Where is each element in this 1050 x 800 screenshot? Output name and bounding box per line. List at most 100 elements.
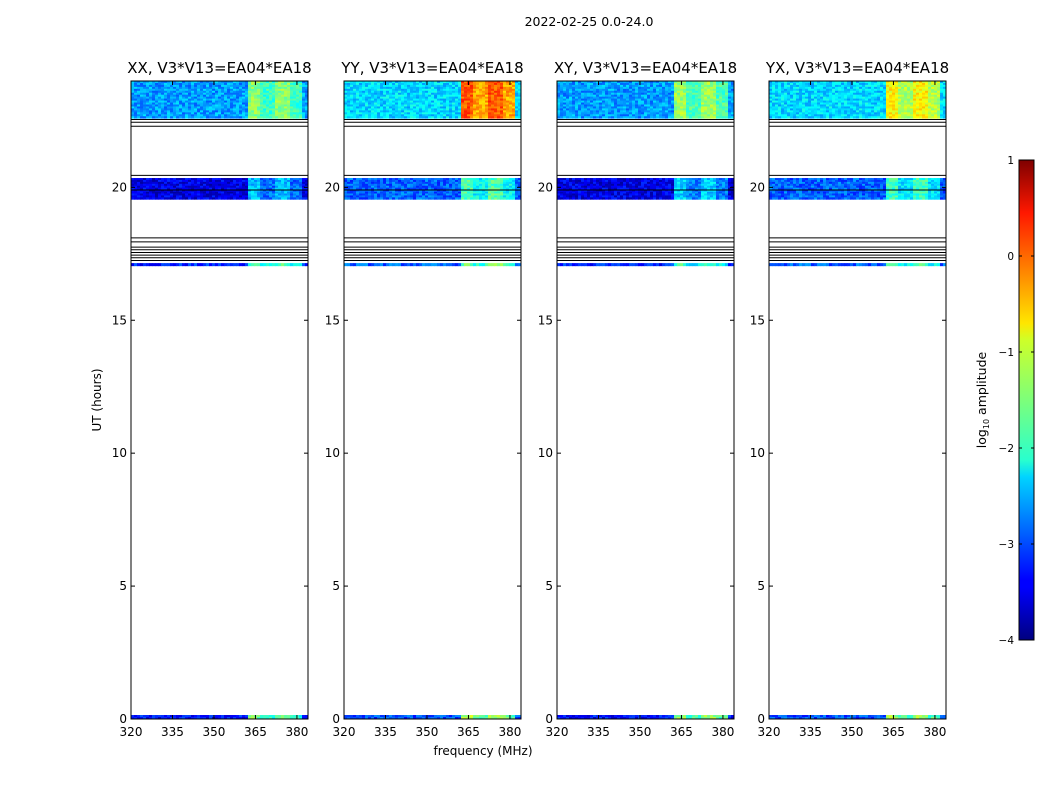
band-cell — [149, 193, 153, 196]
band-cell — [281, 81, 285, 84]
band-cell — [452, 88, 456, 92]
band-cell — [650, 197, 654, 200]
band-cell — [215, 104, 219, 107]
band-cell — [260, 183, 264, 187]
band-cell — [641, 195, 645, 198]
band-cell — [272, 106, 276, 109]
data-band — [344, 81, 522, 119]
band-cell — [176, 82, 180, 86]
band-cell — [233, 181, 237, 185]
band-cell — [701, 263, 705, 267]
band-cell — [215, 181, 219, 185]
band-cell — [170, 193, 174, 196]
band-cell — [305, 187, 309, 191]
band-cell — [464, 94, 468, 98]
band-cell — [176, 86, 180, 90]
band-cell — [173, 94, 177, 98]
band-cell — [440, 187, 444, 191]
band-cell — [260, 100, 264, 103]
band-cell — [503, 114, 507, 117]
band-cell — [134, 108, 138, 111]
band-cell — [500, 179, 504, 183]
band-cell — [230, 100, 234, 103]
band-cell — [500, 187, 504, 191]
band-cell — [185, 178, 189, 181]
band-cell — [668, 191, 672, 194]
band-cell — [482, 100, 486, 103]
band-cell — [362, 193, 366, 196]
band-cell — [293, 178, 297, 181]
band-cell — [218, 179, 222, 183]
band-cell — [422, 98, 426, 101]
band-cell — [512, 197, 516, 200]
band-cell — [506, 195, 510, 198]
band-cell — [230, 191, 234, 194]
band-cell — [596, 82, 600, 86]
band-cell — [563, 191, 567, 194]
band-cell — [218, 178, 222, 181]
band-cell — [149, 715, 153, 718]
band-cell — [383, 197, 387, 200]
band-cell — [569, 193, 573, 196]
band-cell — [710, 81, 714, 84]
band-cell — [485, 263, 489, 267]
band-cell — [635, 193, 639, 196]
band-cell — [278, 88, 282, 92]
band-cell — [164, 263, 168, 267]
band-cell — [272, 191, 276, 194]
band-cell — [137, 108, 141, 111]
band-cell — [146, 181, 150, 185]
band-cell — [419, 185, 423, 189]
band-cell — [512, 185, 516, 189]
band-cell — [161, 185, 165, 189]
band-cell — [239, 84, 243, 88]
band-cell — [263, 178, 267, 181]
band-cell — [473, 197, 477, 200]
band-cell — [422, 178, 426, 181]
band-cell — [197, 102, 201, 105]
band-cell — [476, 86, 480, 90]
band-cell — [236, 104, 240, 107]
band-cell — [374, 90, 378, 94]
band-cell — [299, 717, 303, 720]
band-cell — [629, 183, 633, 187]
band-cell — [290, 96, 294, 100]
band-cell — [236, 717, 240, 720]
band-cell — [611, 185, 615, 189]
band-cell — [179, 98, 183, 101]
band-cell — [494, 84, 498, 88]
band-cell — [698, 197, 702, 200]
band-cell — [353, 178, 357, 181]
band-cell — [371, 92, 375, 96]
band-cell — [404, 263, 408, 267]
band-cell — [509, 108, 513, 111]
band-cell — [179, 110, 183, 113]
band-cell — [263, 112, 267, 115]
band-cell — [599, 717, 603, 720]
band-cell — [461, 92, 465, 96]
band-cell — [455, 193, 459, 196]
band-cell — [236, 108, 240, 111]
band-cell — [605, 185, 609, 189]
band-cell — [218, 183, 222, 187]
band-cell — [500, 715, 504, 718]
band-cell — [482, 715, 486, 718]
band-cell — [173, 98, 177, 101]
band-cell — [365, 112, 369, 115]
band-cell — [575, 181, 579, 185]
band-cell — [350, 106, 354, 109]
band-cell — [494, 114, 498, 117]
band-cell — [209, 88, 213, 92]
band-cell — [176, 81, 180, 84]
band-cell — [257, 82, 261, 86]
band-cell — [236, 88, 240, 92]
band-cell — [272, 86, 276, 90]
band-cell — [458, 90, 462, 94]
band-cell — [713, 263, 717, 267]
band-cell — [404, 96, 408, 100]
band-cell — [248, 187, 252, 191]
band-cell — [221, 108, 225, 111]
band-cell — [599, 179, 603, 183]
band-cell — [419, 100, 423, 103]
band-cell — [365, 189, 369, 192]
